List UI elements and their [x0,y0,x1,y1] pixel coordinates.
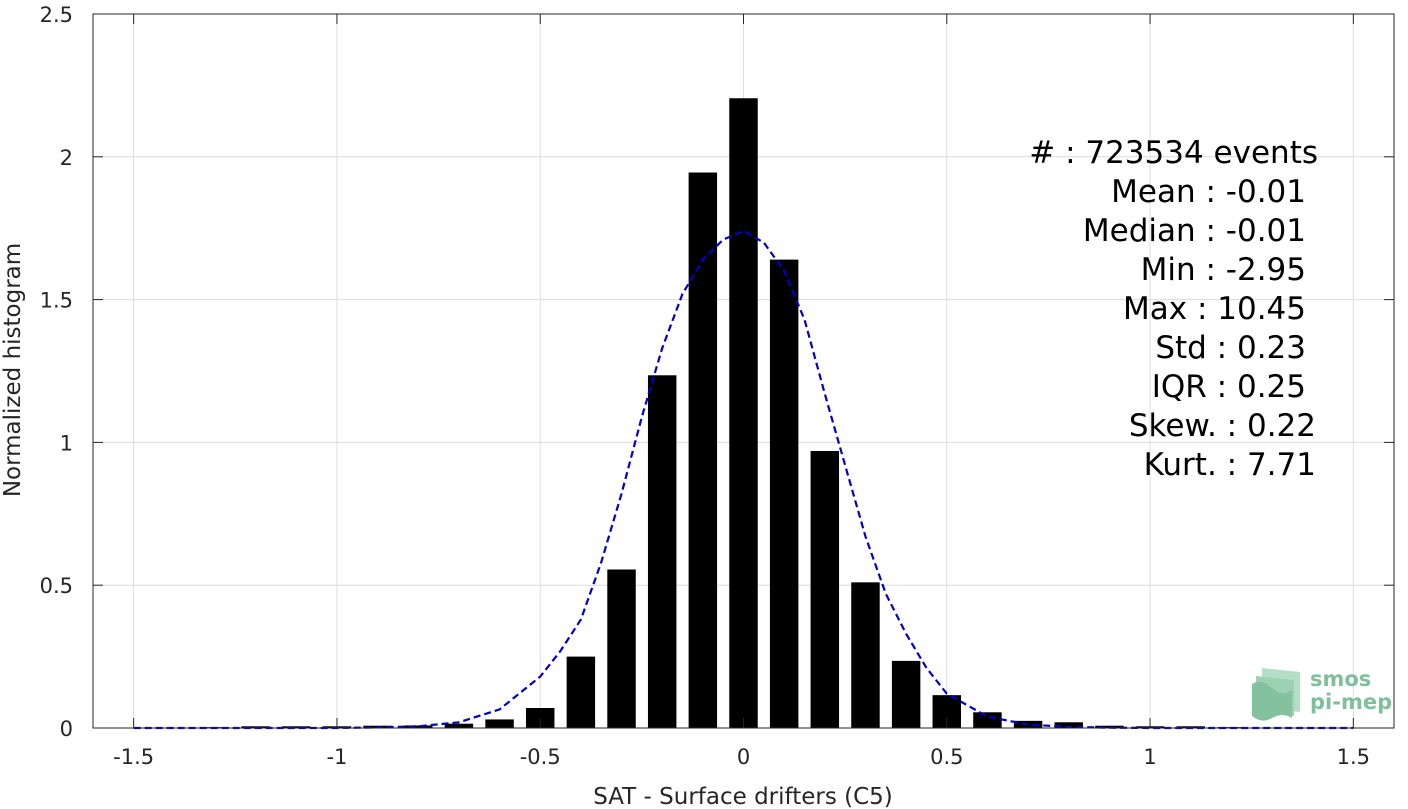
stats-mean: Mean : -0.01 [1111,174,1306,210]
histogram-bar [1054,722,1083,728]
histogram-bar [810,450,840,728]
histogram-bar [444,723,474,728]
x-tick-label: -1 [326,745,347,769]
histogram-bar [647,375,677,728]
histogram-bar [891,660,921,728]
histogram-bar [769,259,799,728]
x-tick-label: 1.5 [1337,745,1370,769]
statistics-box: # : 723534 events Mean : -0.01 Median : … [1029,135,1318,483]
logo-line1: smos [1310,667,1371,691]
histogram-bar [729,98,758,728]
stats-std: Std : 0.23 [1155,330,1306,366]
x-tick-label: -1.5 [113,745,154,769]
x-axis-ticks: -1.5 -1 -0.5 0 0.5 1 1.5 [113,14,1370,769]
stats-kurt: Kurt. : 7.71 [1144,447,1316,483]
histogram-bar [851,582,880,728]
y-axis-label: Normalized histogram [0,243,26,497]
y-tick-label: 2 [60,146,73,170]
stats-count: # : 723534 events [1029,135,1318,171]
histogram-bar [282,726,311,728]
stats-median: Median : -0.01 [1083,213,1306,249]
smos-pimep-logo: smos pi-mep [1252,667,1392,721]
stats-skew: Skew. : 0.22 [1129,408,1316,444]
x-tick-label: 1 [1143,745,1156,769]
histogram-bar [485,719,514,728]
histogram-bar [688,172,718,728]
bar-series [160,98,1368,728]
histogram-bar [566,656,596,728]
stats-min: Min : -2.95 [1141,252,1306,288]
y-axis-ticks: 0 0.5 1 1.5 2 2.5 [40,3,1394,741]
stats-max: Max : 10.45 [1123,291,1306,327]
y-tick-label: 0.5 [40,574,73,598]
gaussian-fit-curve [133,229,1354,730]
x-axis-label: SAT - Surface drifters (C5) [593,784,893,809]
logo-line2: pi-mep [1310,690,1392,714]
stats-iqr: IQR : 0.25 [1152,369,1306,405]
y-tick-label: 2.5 [40,3,73,27]
x-tick-label: 0.5 [930,745,963,769]
x-tick-label: 0 [737,745,750,769]
y-tick-label: 0 [60,717,73,741]
histogram-bar [973,712,1002,728]
x-tick-label: -0.5 [520,745,561,769]
y-tick-label: 1.5 [40,289,73,313]
histogram-bar [404,725,433,728]
logo-waves-icon [1252,668,1300,721]
y-tick-label: 1 [60,431,73,455]
histogram-bar [607,569,636,728]
